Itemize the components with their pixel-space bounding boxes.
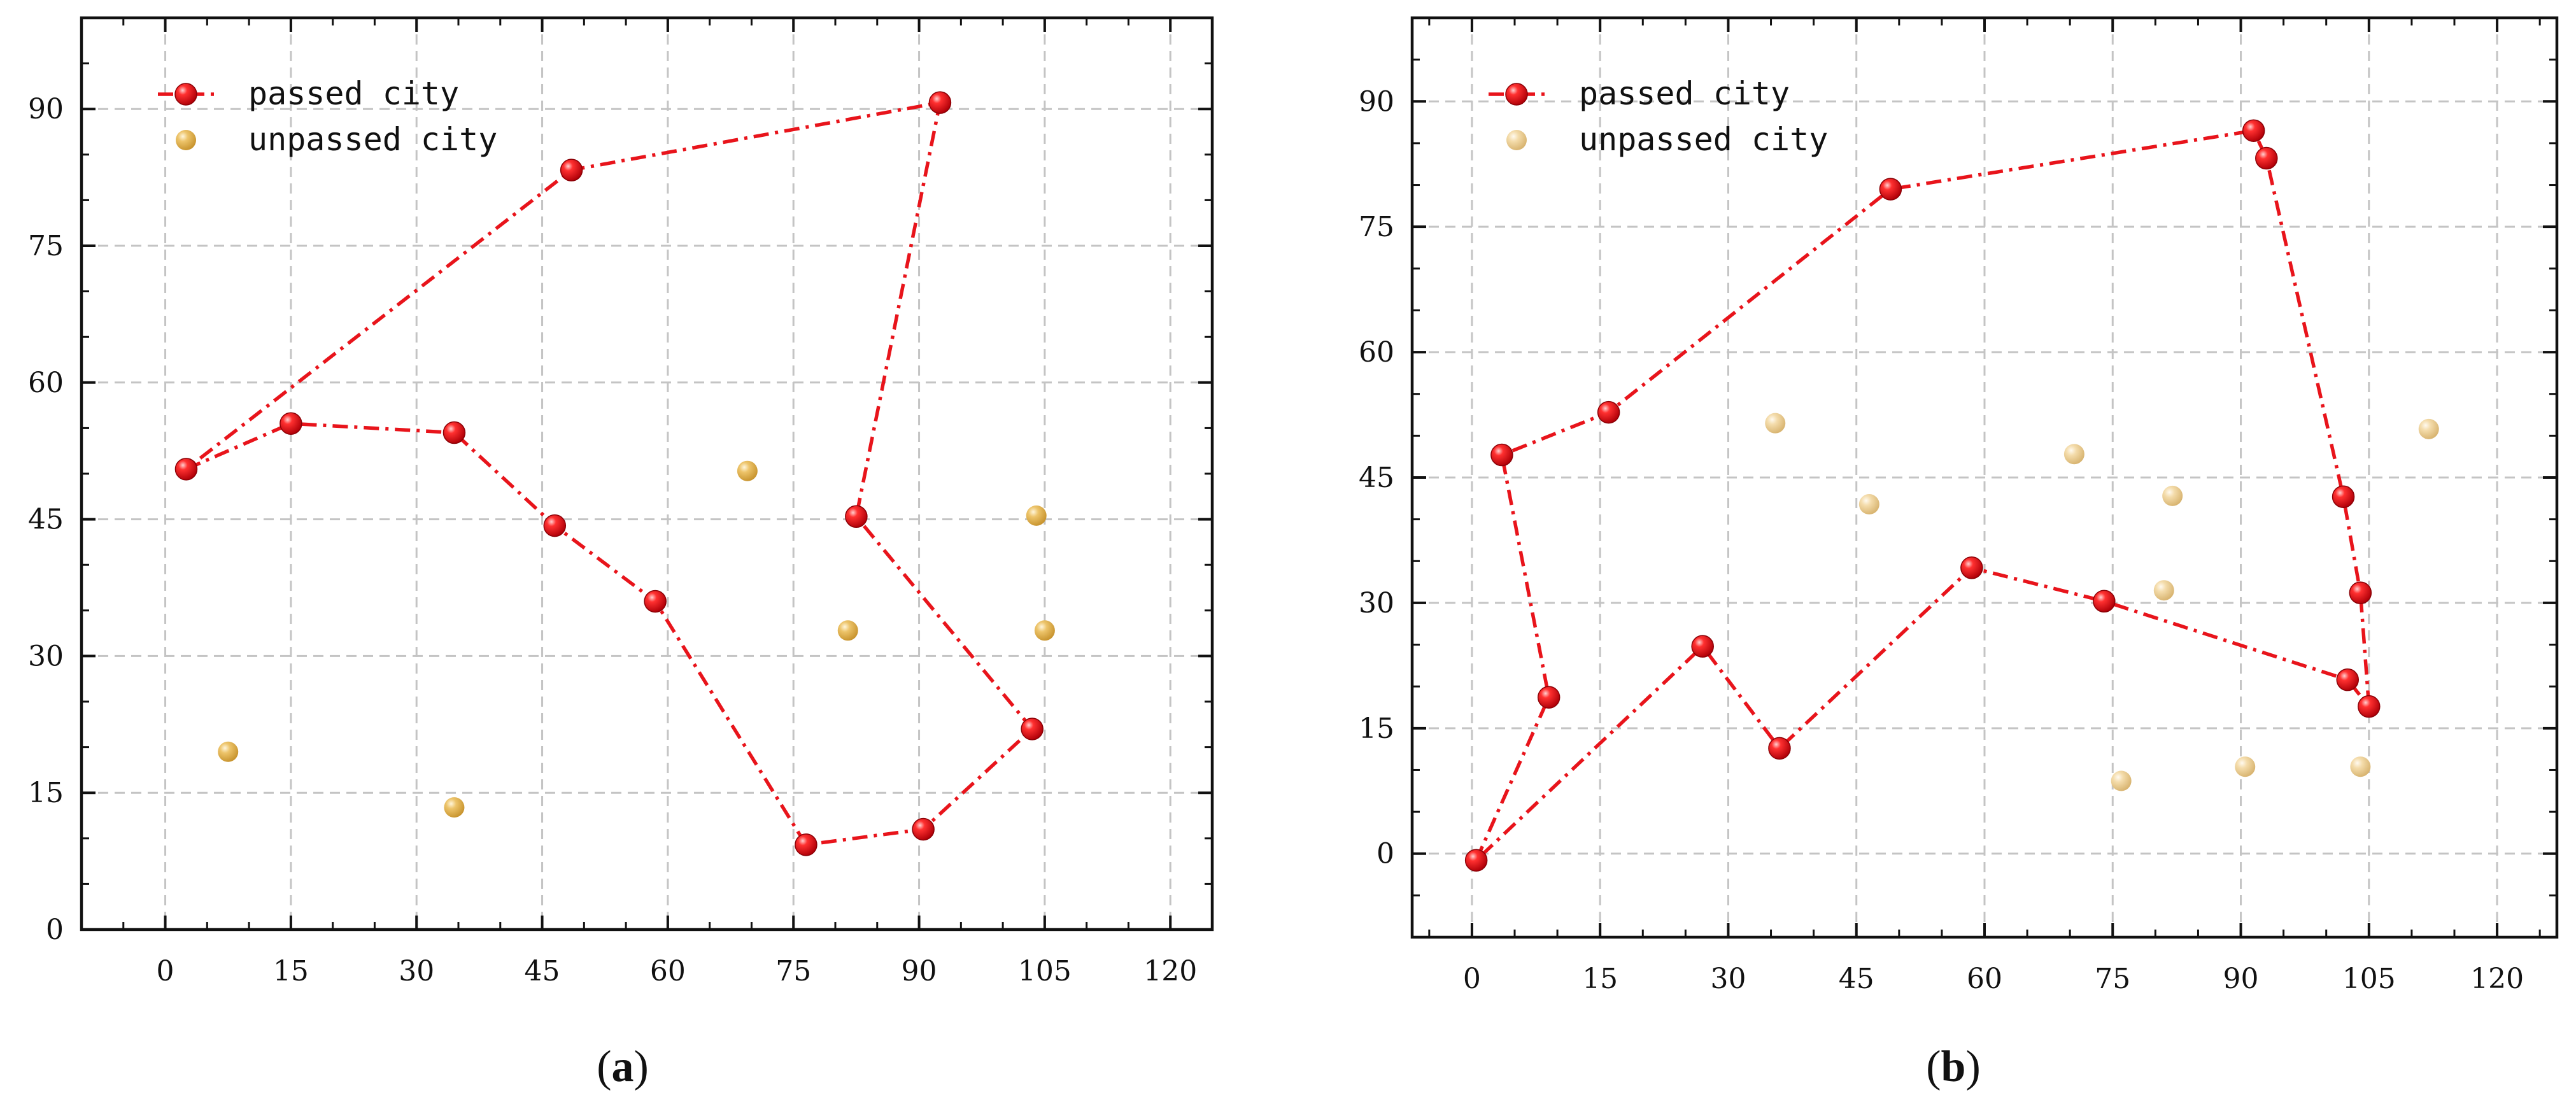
legend-passed-marker bbox=[1505, 83, 1528, 106]
passed-city-point bbox=[1768, 737, 1791, 760]
x-tick-label: 105 bbox=[1018, 955, 1072, 987]
x-tick-label: 75 bbox=[775, 955, 811, 987]
passed-city-point bbox=[1021, 718, 1044, 740]
route-line-a bbox=[185, 101, 1034, 847]
y-tick-label: 90 bbox=[1359, 85, 1394, 118]
passed-city-point bbox=[2255, 146, 2278, 170]
legend-unpassed-label: unpassed city bbox=[248, 121, 497, 158]
unpassed-city-point bbox=[2153, 580, 2174, 601]
y-tick-label: 75 bbox=[28, 230, 64, 262]
chart-panel-a: 0 15 30 45 60 75 90 105 120 0 15 30 45 60 75 90 passed c… bbox=[28, 16, 1214, 987]
passed-city-point bbox=[1464, 849, 1488, 872]
x-tick-label: 0 bbox=[157, 955, 174, 987]
y-tick-label: 45 bbox=[1359, 462, 1394, 494]
y-tick-label: 30 bbox=[28, 640, 64, 672]
passed-city-point bbox=[2358, 695, 2381, 718]
legend-unpassed-label: unpassed city bbox=[1579, 121, 1828, 158]
passed-city-point bbox=[2093, 590, 2116, 613]
y-tick-label: 30 bbox=[1359, 587, 1394, 619]
passed-city-point bbox=[174, 458, 198, 481]
x-tick-label: 60 bbox=[1967, 963, 2002, 995]
unpassed-city-point bbox=[2235, 756, 2256, 777]
x-tick-label: 90 bbox=[902, 955, 937, 987]
passed-city-point bbox=[2349, 581, 2372, 604]
passed-city-point bbox=[560, 159, 583, 181]
legend-unpassed-marker bbox=[1506, 130, 1527, 150]
passed-city-point bbox=[2332, 485, 2355, 508]
x-tick-label: 120 bbox=[1143, 955, 1197, 987]
unpassed-city-point bbox=[2162, 485, 2183, 506]
panel-a-label: (a) bbox=[597, 1042, 649, 1091]
unpassed-city-point bbox=[737, 460, 758, 481]
passed-city-point bbox=[1960, 556, 1983, 579]
unpassed-city-point bbox=[1858, 494, 1879, 515]
x-tick-label: 90 bbox=[2223, 963, 2259, 995]
passed-city-point bbox=[644, 590, 667, 613]
legend-passed-marker bbox=[174, 83, 197, 106]
unpassed-city-point bbox=[2418, 418, 2439, 439]
y-tick-label: 90 bbox=[28, 93, 64, 125]
x-tick-label: 120 bbox=[2470, 963, 2524, 995]
passed-city-point bbox=[543, 514, 567, 537]
passed-city-point bbox=[1537, 686, 1560, 709]
x-tick-label: 105 bbox=[2342, 963, 2396, 995]
passed-city-point bbox=[928, 91, 952, 114]
x-tick-label: 30 bbox=[399, 955, 434, 987]
y-tick-label: 15 bbox=[28, 777, 64, 809]
unpassed-city-point bbox=[444, 797, 465, 818]
unpassed-city-point bbox=[2063, 444, 2084, 465]
x-tick-label: 60 bbox=[650, 955, 686, 987]
passed-city-point bbox=[1597, 400, 1620, 424]
unpassed-city-point bbox=[218, 741, 239, 762]
legend-passed-label: passed city bbox=[248, 75, 459, 112]
legend-unpassed-marker bbox=[176, 130, 196, 150]
panel-a-label-letter: a bbox=[612, 1042, 634, 1091]
passed-city-point bbox=[1879, 178, 1902, 201]
passed-city-point bbox=[1490, 443, 1513, 467]
unpassed-city-point bbox=[1026, 505, 1047, 526]
passed-city-point bbox=[442, 421, 466, 444]
panel-b-label: (b) bbox=[1926, 1042, 1981, 1091]
passed-city-point bbox=[795, 833, 817, 856]
chart-panel-b: 0 15 30 45 60 75 90 105 120 0 15 30 45 60 75 90 passed c… bbox=[1359, 16, 2559, 995]
x-tick-label: 75 bbox=[2095, 963, 2130, 995]
passed-city-point bbox=[2336, 668, 2360, 691]
y-tick-label: 15 bbox=[1359, 712, 1394, 745]
unpassed-city-point bbox=[2111, 770, 2132, 791]
y-tick-label: 0 bbox=[46, 914, 64, 946]
y-tick-label: 0 bbox=[1376, 838, 1394, 870]
y-tick-label: 45 bbox=[28, 504, 64, 536]
passed-city-point bbox=[1691, 635, 1714, 658]
unpassed-city-point bbox=[1034, 620, 1055, 641]
x-tick-label: 45 bbox=[525, 955, 560, 987]
passed-city-point bbox=[2242, 119, 2265, 142]
legend-passed-label: passed city bbox=[1579, 75, 1790, 112]
passed-city-point bbox=[912, 817, 935, 841]
x-tick-label: 15 bbox=[1582, 963, 1618, 995]
y-tick-label: 60 bbox=[1359, 336, 1394, 369]
passed-city-point bbox=[280, 412, 302, 435]
y-tick-label: 75 bbox=[1359, 211, 1394, 243]
y-tick-label: 60 bbox=[28, 367, 64, 399]
x-tick-label: 15 bbox=[273, 955, 309, 987]
x-tick-label: 45 bbox=[1839, 963, 1874, 995]
unpassed-city-point bbox=[2350, 756, 2371, 777]
x-tick-label: 0 bbox=[1463, 963, 1481, 995]
panel-b-label-letter: b bbox=[1941, 1042, 1966, 1091]
unpassed-city-point bbox=[1765, 413, 1786, 434]
unpassed-city-point bbox=[837, 620, 858, 641]
route-line-b bbox=[1475, 129, 2371, 862]
x-tick-label: 30 bbox=[1710, 963, 1746, 995]
passed-city-point bbox=[845, 505, 868, 528]
